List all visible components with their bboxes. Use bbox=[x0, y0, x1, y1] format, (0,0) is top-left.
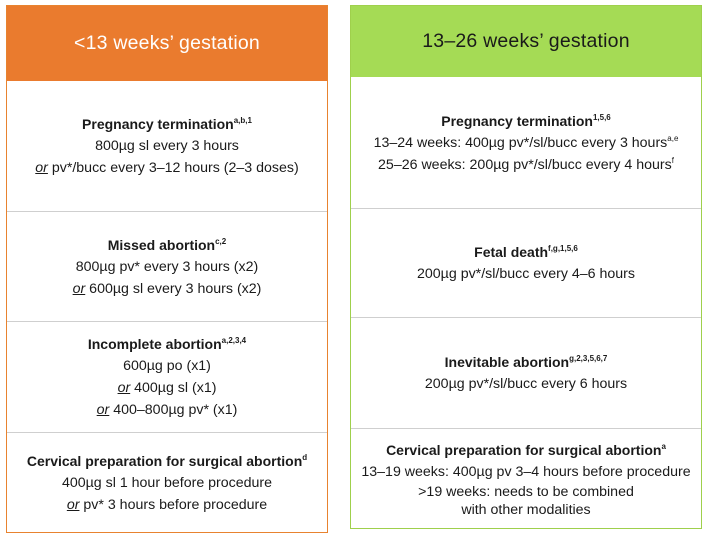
divider bbox=[351, 317, 701, 318]
left-panel: <13 weeks’ gestation Pregnancy terminati… bbox=[6, 5, 328, 533]
right-section-fetal-death: Fetal deathf,g,1,5,6 200µg pv*/sl/bucc e… bbox=[351, 209, 701, 317]
divider bbox=[351, 428, 701, 429]
left-header: <13 weeks’ gestation bbox=[7, 6, 327, 81]
section-title: Cervical preparation for surgical aborti… bbox=[386, 441, 666, 458]
section-title: Cervical preparation for surgical aborti… bbox=[26, 452, 308, 469]
left-section-pregnancy-termination: Pregnancy terminationa,b,1 800µg sl ever… bbox=[7, 81, 327, 211]
dosage-line: 200µg pv*/sl/bucc every 4–6 hours bbox=[417, 266, 635, 282]
dosage-line: or pv*/bucc every 3–12 hours (2–3 doses) bbox=[35, 160, 299, 176]
left-section-incomplete-abortion: Incomplete abortiona,2,3,4 600µg po (x1)… bbox=[7, 322, 327, 432]
divider bbox=[7, 321, 327, 322]
section-title: Pregnancy termination1,5,6 bbox=[441, 112, 611, 129]
dosage-line: or 400–800µg pv* (x1) bbox=[96, 402, 238, 418]
dosage-line: 25–26 weeks: 200µg pv*/sl/bucc every 4 h… bbox=[378, 155, 674, 173]
right-panel: 13–26 weeks’ gestation Pregnancy termina… bbox=[350, 5, 702, 529]
section-title: Inevitable abortiong,2,3,5,6,7 bbox=[444, 354, 608, 370]
section-title: Missed abortionc,2 bbox=[107, 236, 227, 253]
dosage-line: or 400µg sl (x1) bbox=[117, 380, 217, 396]
dosage-line: 400µg sl 1 hour before procedure bbox=[61, 474, 273, 491]
dosage-line: 13–24 weeks: 400µg pv*/sl/bucc every 3 h… bbox=[373, 133, 679, 151]
divider bbox=[351, 208, 701, 209]
left-section-missed-abortion: Missed abortionc,2 800µg pv* every 3 hou… bbox=[7, 212, 327, 321]
dosage-line: >19 weeks: needs to be combined bbox=[418, 483, 634, 500]
section-title: Pregnancy terminationa,b,1 bbox=[82, 116, 252, 132]
section-title: Incomplete abortiona,2,3,4 bbox=[87, 336, 247, 352]
right-header: 13–26 weeks’ gestation bbox=[351, 6, 701, 77]
dosage-line: 200µg pv*/sl/bucc every 6 hours bbox=[424, 376, 628, 392]
dosage-line: with other modalities bbox=[461, 501, 591, 518]
divider bbox=[7, 211, 327, 212]
right-section-cervical-preparation: Cervical preparation for surgical aborti… bbox=[351, 429, 701, 528]
dosage-line: 800µg pv* every 3 hours (x2) bbox=[75, 258, 259, 275]
right-section-pregnancy-termination: Pregnancy termination1,5,6 13–24 weeks: … bbox=[351, 77, 701, 208]
right-section-inevitable-abortion: Inevitable abortiong,2,3,5,6,7 200µg pv*… bbox=[351, 318, 701, 428]
dosage-line: 800µg sl every 3 hours bbox=[95, 138, 239, 154]
dosage-line: 600µg po (x1) bbox=[123, 358, 211, 374]
dosage-line: 13–19 weeks: 400µg pv 3–4 hours before p… bbox=[361, 463, 691, 480]
section-title: Fetal deathf,g,1,5,6 bbox=[474, 244, 578, 260]
dosage-line: or 600µg sl every 3 hours (x2) bbox=[72, 280, 262, 297]
divider bbox=[7, 432, 327, 433]
left-section-cervical-preparation: Cervical preparation for surgical aborti… bbox=[7, 433, 327, 532]
dosage-line: or pv* 3 hours before procedure bbox=[66, 496, 268, 513]
